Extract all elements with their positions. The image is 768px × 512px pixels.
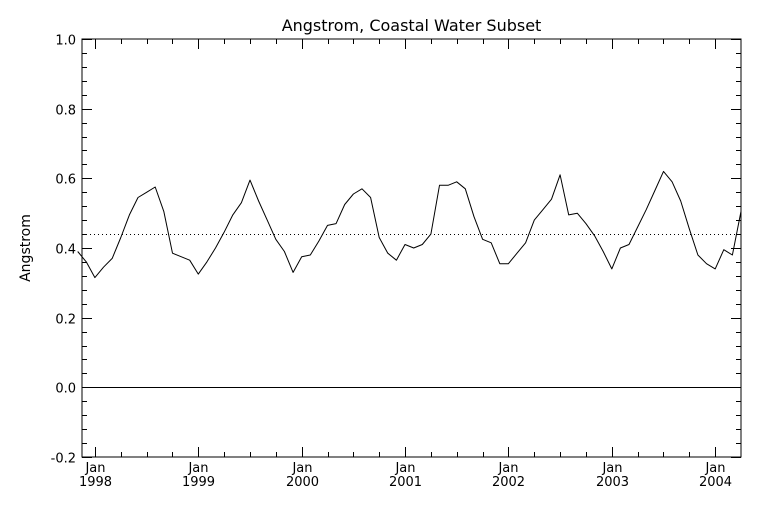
- y-tick-label: -0.2: [51, 452, 76, 467]
- y-axis-ticks: -0.2 0.0 0.2 0.4 0.6 0.8 1.0: [51, 34, 741, 467]
- y-axis-label: Angstrom: [18, 214, 34, 282]
- x-tick-year-label: 2004: [699, 475, 732, 490]
- x-tick-year-label: 2002: [492, 475, 525, 490]
- angstrom-series-line: [77, 170, 742, 279]
- y-tick-label: 0.8: [55, 104, 76, 119]
- x-tick-month-label: Jan: [291, 461, 312, 476]
- x-tick-month-label: Jan: [497, 461, 518, 476]
- x-tick-month-label: Jan: [394, 461, 415, 476]
- chart-title: Angstrom, Coastal Water Subset: [282, 16, 542, 35]
- y-tick-label: 0.0: [55, 382, 76, 397]
- plot-frame: [81, 38, 742, 458]
- x-tick-month-label: Jan: [187, 461, 208, 476]
- reference-lines: [82, 234, 741, 388]
- y-tick-label: 0.2: [55, 313, 76, 328]
- y-tick-label: 0.6: [55, 173, 76, 188]
- x-tick-month-label: Jan: [601, 461, 622, 476]
- y-tick-label: 0.4: [55, 243, 76, 258]
- x-tick-year-label: 2001: [389, 475, 422, 490]
- x-tick-month-label: Jan: [84, 461, 105, 476]
- x-tick-year-label: 1999: [182, 475, 215, 490]
- x-tick-year-label: 1998: [79, 475, 112, 490]
- x-tick-month-label: Jan: [704, 461, 725, 476]
- x-axis-ticks: Jan1998Jan1999Jan2000Jan2001Jan2002Jan20…: [79, 39, 732, 490]
- x-tick-year-label: 2000: [286, 475, 319, 490]
- x-tick-year-label: 2003: [596, 475, 629, 490]
- y-tick-label: 1.0: [55, 34, 76, 49]
- series-group: [77, 170, 742, 279]
